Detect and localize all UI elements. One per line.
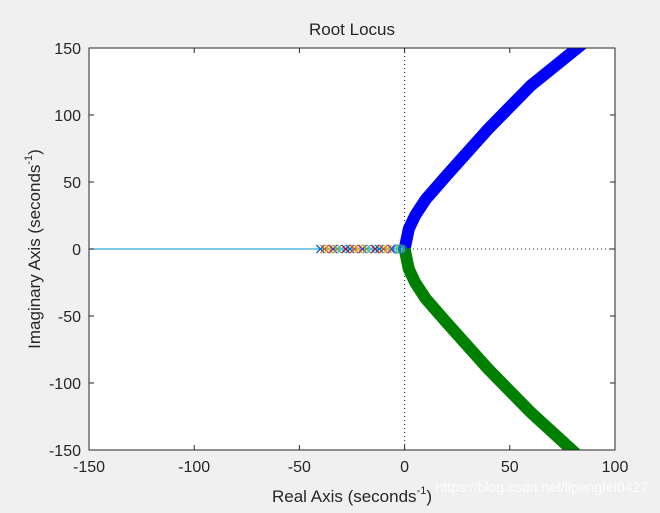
y-tick-label: 150 — [54, 41, 81, 58]
y-tick-label: 100 — [54, 108, 81, 125]
x-tick-label: 100 — [602, 459, 629, 476]
y-tick-label: -150 — [49, 443, 81, 460]
pole — [358, 244, 367, 254]
pole — [379, 244, 389, 254]
zero — [397, 244, 408, 254]
x-label-end: ) — [426, 487, 432, 506]
y-tick-label: -100 — [49, 376, 81, 393]
pole — [332, 244, 342, 254]
y-tick-label: 0 — [72, 242, 81, 259]
y-axis-label: Imaginary Axis (seconds-1) — [23, 149, 44, 349]
x-label-text: Real Axis (seconds — [272, 487, 417, 506]
x-axis-label: Real Axis (seconds-1) — [272, 485, 432, 506]
y-tick-label: 50 — [63, 175, 81, 192]
y-label-text: Imaginary Axis (seconds — [25, 165, 44, 349]
x-tick-label: 50 — [501, 459, 519, 476]
x-tick-label: -150 — [73, 459, 105, 476]
pole — [353, 244, 363, 254]
y-label-sup: -1 — [23, 155, 35, 165]
plot-content — [89, 48, 615, 450]
locus-branch — [398, 247, 581, 450]
plot-frame — [88, 47, 616, 451]
x-label-sup: -1 — [417, 485, 427, 497]
x-tick-label: -50 — [288, 459, 311, 476]
pole — [315, 244, 325, 254]
pole — [320, 244, 330, 254]
y-tick-label: -50 — [58, 309, 81, 326]
pole — [370, 244, 380, 254]
pole — [341, 244, 351, 254]
pole — [374, 244, 384, 254]
y-label-end: ) — [25, 149, 44, 155]
x-tick-label: 0 — [400, 459, 409, 476]
pole — [328, 244, 338, 254]
pole — [366, 244, 376, 254]
pole — [362, 244, 372, 254]
pole — [337, 244, 346, 254]
watermark: https://blog.csdn.net/lipengfei0427 — [436, 479, 649, 495]
pole — [345, 244, 355, 254]
locus-branch — [398, 48, 587, 251]
pole — [349, 244, 359, 254]
pole — [383, 244, 393, 254]
x-tick-label: -100 — [178, 459, 210, 476]
chart-title: Root Locus — [309, 20, 395, 39]
pole — [324, 244, 334, 254]
